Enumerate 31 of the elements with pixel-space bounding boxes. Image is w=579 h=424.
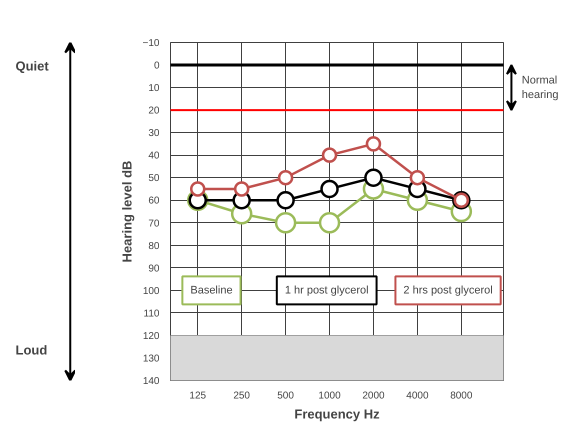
y-tick-label: 30 (148, 128, 160, 140)
y-tick-label: 50 (148, 173, 160, 184)
x-tick-label: 250 (233, 390, 250, 402)
x-tick-label: 8000 (450, 390, 473, 402)
text: 2 hrs post glycerol (403, 284, 493, 296)
y-tick-label: 0 (154, 60, 160, 72)
text: Loud (16, 342, 48, 358)
x-tick-label: 2000 (362, 390, 386, 402)
y-tick-label: 90 (148, 263, 160, 274)
y-tick-label: 130 (142, 353, 160, 364)
y-tick-label: −10 (142, 38, 160, 49)
text: 1 hr post glycerol (284, 284, 369, 296)
y-tick-label: 20 (148, 106, 160, 117)
text: Baseline (190, 284, 233, 296)
text: Normal hearing (522, 74, 558, 101)
x-tick-label: 500 (277, 390, 294, 402)
y-tick-label: 70 (148, 218, 160, 230)
y-tick-label: 120 (142, 330, 160, 342)
y-tick-label: 100 (142, 286, 160, 297)
y-tick-label: 140 (142, 376, 160, 387)
x-tick-label: 125 (189, 390, 207, 402)
y-tick-label: 60 (148, 196, 160, 207)
text: Quiet (16, 58, 50, 74)
x-tick-label: 4000 (406, 390, 429, 402)
x-axis-title: Frequency Hz (294, 406, 380, 422)
y-tick-label: 10 (148, 83, 160, 94)
y-tick-label: 40 (148, 150, 160, 162)
y-tick-label: 110 (144, 308, 160, 320)
y-tick-label: 80 (148, 240, 160, 252)
y-axis-title: Hearing level dB (120, 160, 135, 262)
x-tick-label: 1000 (318, 390, 342, 402)
